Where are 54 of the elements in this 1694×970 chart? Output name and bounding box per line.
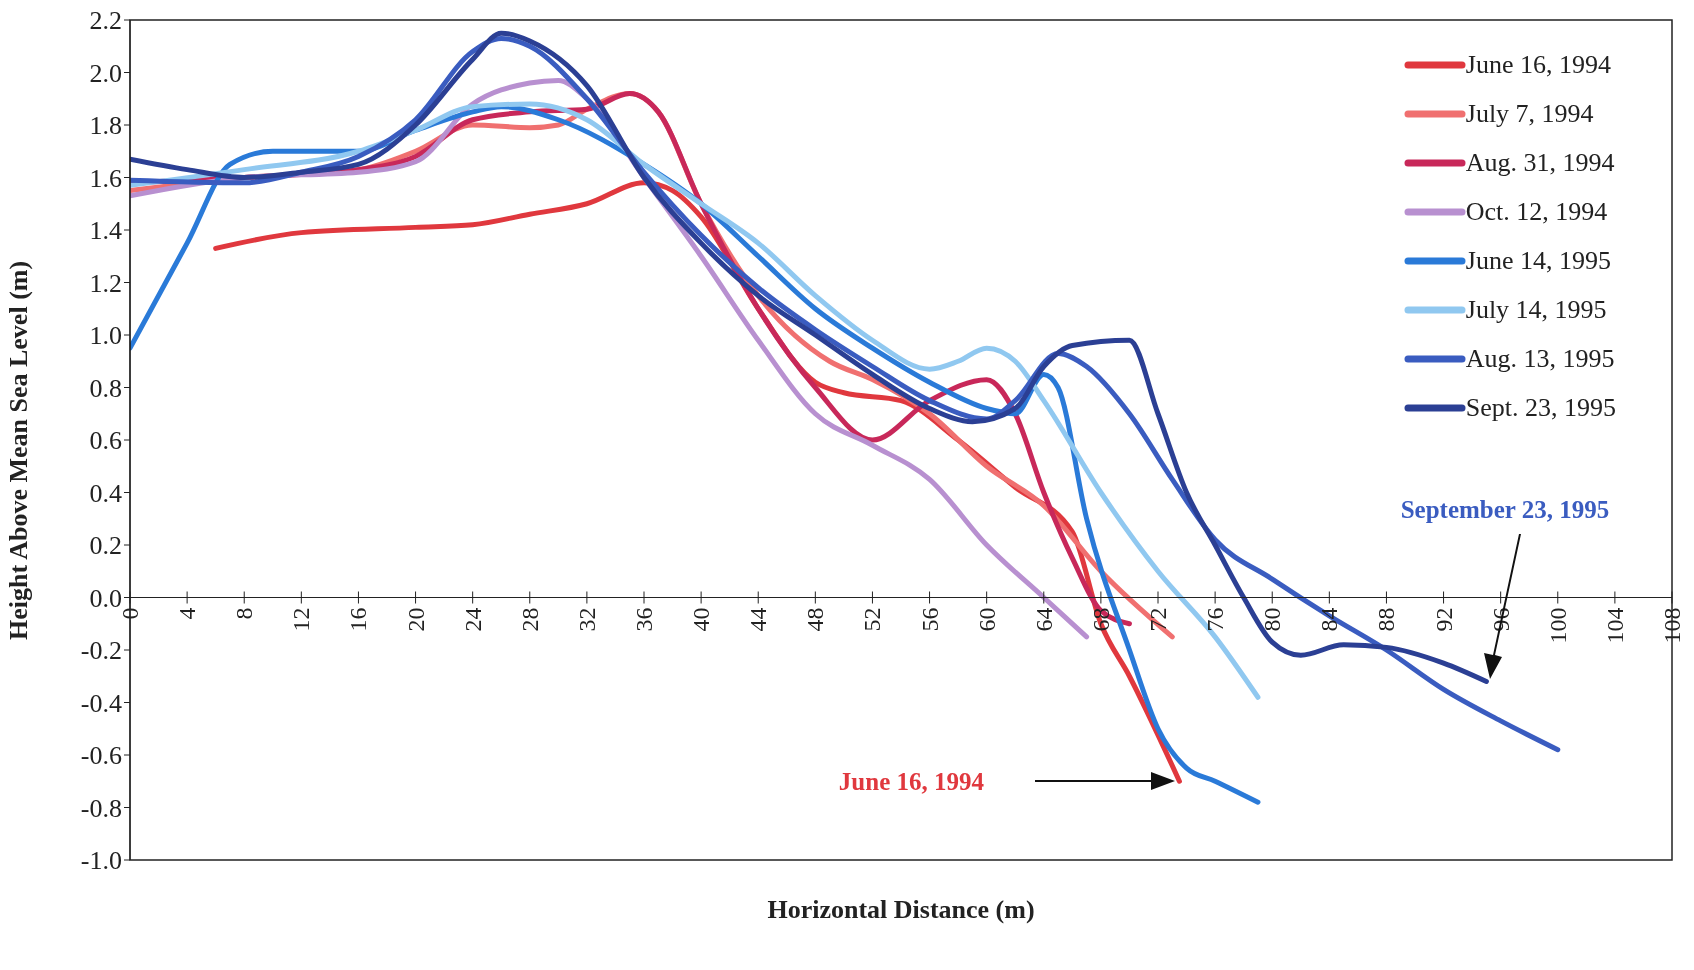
x-tick-label: 60 — [973, 607, 1000, 632]
y-tick-label: 1.0 — [89, 321, 122, 351]
y-tick-label: 0.6 — [89, 426, 122, 456]
y-axis-title: Height Above Mean Sea Level (m) — [4, 260, 34, 640]
x-tick-label: 20 — [402, 607, 429, 632]
x-tick-label: 44 — [745, 607, 772, 632]
x-axis-title: Horizontal Distance (m) — [767, 895, 1035, 924]
y-tick-label: 1.2 — [89, 268, 122, 298]
y-tick-label: -0.4 — [80, 688, 122, 718]
y-tick-label: 0.4 — [89, 478, 122, 508]
x-tick-label: 100 — [1544, 607, 1571, 644]
x-tick-label: 24 — [459, 607, 486, 632]
x-tick-label: 108 — [1659, 607, 1685, 644]
x-tick-label: 12 — [288, 607, 315, 632]
x-tick-label: 4 — [174, 607, 201, 620]
annotation: September 23, 1995 — [1400, 495, 1610, 523]
x-tick-label: 28 — [516, 607, 543, 632]
x-tick-label: 36 — [631, 607, 657, 632]
x-tick-label: 92 — [1430, 607, 1457, 632]
x-tick-label: 72 — [1145, 607, 1171, 632]
x-tick-label: 88 — [1373, 607, 1400, 632]
y-tick-label: 2.2 — [89, 6, 122, 36]
y-tick-label: -0.6 — [80, 741, 122, 771]
x-tick-label: 52 — [859, 607, 886, 632]
y-tick-label: 2.0 — [89, 58, 122, 88]
x-tick-label: 48 — [802, 607, 829, 632]
y-tick-label: -1.0 — [80, 846, 122, 876]
x-tick-label: 40 — [688, 607, 715, 632]
y-tick-label: 0.2 — [89, 531, 122, 561]
y-tick-label: -0.8 — [80, 793, 122, 823]
x-tick-label: 64 — [1030, 607, 1057, 632]
legend-label: Aug. 13, 1995 — [1465, 343, 1615, 374]
x-tick-label: 56 — [916, 607, 943, 632]
legend-label: June 16, 1994 — [1465, 49, 1611, 80]
y-tick-label: 1.6 — [89, 163, 122, 193]
x-tick-label: 80 — [1259, 607, 1286, 632]
annotation: June 16, 1994 — [838, 767, 985, 795]
legend-label: Sept. 23, 1995 — [1465, 392, 1616, 423]
legend-label: July 7, 1994 — [1465, 98, 1594, 129]
legend-label: June 14, 1995 — [1465, 245, 1611, 276]
x-tick-label: 104 — [1601, 607, 1628, 644]
x-tick-label: 76 — [1202, 607, 1229, 632]
legend-label: Oct. 12, 1994 — [1465, 196, 1608, 227]
x-tick-label: 84 — [1316, 607, 1343, 632]
x-tick-label: 16 — [345, 607, 372, 632]
y-tick-label: 1.4 — [89, 216, 122, 246]
y-tick-label: 1.8 — [89, 111, 122, 141]
x-tick-label: 8 — [231, 607, 258, 620]
x-tick-label: 68 — [1087, 607, 1114, 632]
x-tick-label: 32 — [573, 607, 600, 632]
y-tick-label: 0.8 — [89, 373, 122, 403]
legend-label: July 14, 1995 — [1465, 294, 1607, 325]
legend-label: Aug. 31, 1994 — [1465, 147, 1615, 178]
y-tick-label: -0.2 — [80, 636, 122, 666]
